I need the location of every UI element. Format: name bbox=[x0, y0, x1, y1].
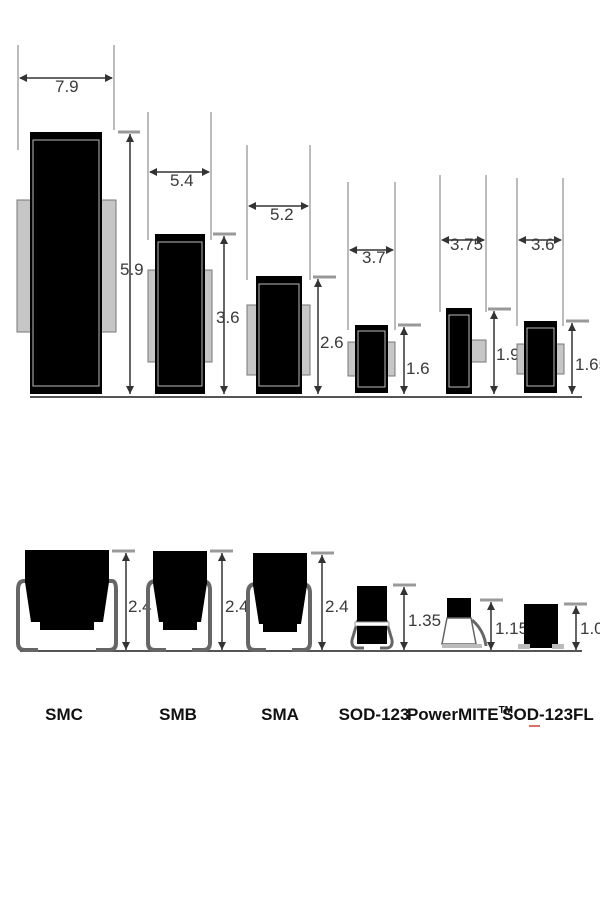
smb-width-label: 5.4 bbox=[170, 171, 194, 190]
powermite-side-height-label: 1.15 bbox=[495, 619, 528, 638]
smb-name: SMB bbox=[159, 705, 197, 724]
sma-side-height-label: 2.4 bbox=[325, 597, 349, 616]
sod123fl-top-view bbox=[516, 178, 589, 394]
sma-width-label: 5.2 bbox=[270, 205, 294, 224]
sod123-height-label: 1.6 bbox=[406, 359, 430, 378]
sod123fl-width-label: 3.6 bbox=[531, 235, 555, 254]
powermite-name: PowerMITETM bbox=[407, 705, 513, 724]
smc-name: SMC bbox=[45, 705, 83, 724]
powermite-width-label: 3.75 bbox=[450, 235, 483, 254]
sod123-side-height-label: 1.35 bbox=[408, 611, 441, 630]
sod123fl-side-height-label: 1.0 bbox=[580, 619, 600, 638]
sod123-width-label: 3.7 bbox=[362, 248, 386, 267]
smc-height-label: 5.9 bbox=[120, 260, 144, 279]
sod123-name: SOD-123 bbox=[339, 705, 410, 724]
sod123fl-name: SOD-123FL bbox=[502, 705, 594, 724]
smb-height-label: 3.6 bbox=[216, 308, 240, 327]
smc-width-label: 7.9 bbox=[55, 77, 79, 96]
sod123-side-view bbox=[350, 583, 416, 650]
smc-top-view bbox=[16, 45, 140, 394]
smc-side-view bbox=[16, 549, 135, 652]
powermite-side-view bbox=[441, 598, 503, 650]
sod123-top-view bbox=[347, 182, 421, 394]
powermite-name-text: PowerMITE bbox=[407, 705, 499, 724]
powermite-height-label: 1.9 bbox=[496, 345, 520, 364]
sma-height-label: 2.6 bbox=[320, 333, 344, 352]
powermite-top-view bbox=[439, 175, 511, 394]
sma-name: SMA bbox=[261, 705, 299, 724]
sma-side-view bbox=[246, 551, 334, 652]
smb-top-view bbox=[147, 112, 236, 394]
sma-top-view bbox=[246, 145, 336, 394]
smb-side-view bbox=[146, 549, 233, 652]
smc-side-height-label: 2.4 bbox=[128, 597, 152, 616]
sod123fl-height-label: 1.65 bbox=[575, 355, 600, 374]
smb-side-height-label: 2.4 bbox=[225, 597, 249, 616]
sod123fl-side-view bbox=[518, 602, 587, 650]
powermite-trademark: TM bbox=[499, 705, 513, 716]
